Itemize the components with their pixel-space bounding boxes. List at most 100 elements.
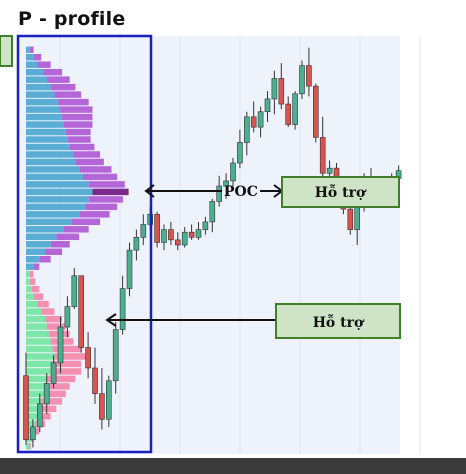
profile-buy-bar bbox=[26, 83, 51, 91]
profile-sell-bar bbox=[41, 398, 63, 405]
candle-bull bbox=[181, 231, 188, 246]
profile-buy-bar bbox=[26, 405, 40, 413]
profile-buy-bar bbox=[26, 308, 42, 315]
profile-sell-bar bbox=[39, 405, 57, 413]
profile-sell-bar bbox=[39, 255, 51, 263]
profile-buy-bar bbox=[26, 241, 51, 248]
candle-bull bbox=[126, 249, 133, 289]
support-arrow-head bbox=[105, 313, 117, 327]
candle-bear bbox=[278, 78, 285, 105]
candle-bull bbox=[209, 201, 216, 223]
profile-sell-bar bbox=[71, 218, 101, 226]
candle-bull bbox=[112, 329, 119, 382]
profile-buy-bar bbox=[26, 61, 38, 68]
profile-buy-bar bbox=[26, 278, 30, 285]
candle-bear bbox=[85, 347, 91, 369]
profile-sell-bar bbox=[84, 203, 118, 211]
profile-buy-bar bbox=[26, 330, 49, 338]
profile-buy-bar bbox=[26, 353, 55, 360]
profile-sell-bar bbox=[37, 300, 49, 308]
profile-buy-bar bbox=[26, 203, 85, 211]
profile-buy-bar bbox=[26, 143, 70, 151]
candle-bull bbox=[257, 111, 264, 128]
profile-sell-bar bbox=[50, 83, 76, 91]
profile-buy-bar bbox=[26, 91, 55, 98]
bottom-bar bbox=[0, 458, 466, 474]
candle-bull bbox=[140, 224, 147, 238]
candle-bull bbox=[119, 288, 126, 330]
profile-buy-bar bbox=[26, 233, 57, 241]
profile-buy-bar bbox=[26, 136, 68, 143]
profile-sell-bar bbox=[73, 151, 101, 158]
profile-sell-bar bbox=[79, 166, 112, 173]
profile-sell-bar bbox=[65, 128, 91, 136]
profile-sell-bar bbox=[56, 233, 80, 241]
profile-sell-bar bbox=[79, 211, 110, 218]
candle-bull bbox=[244, 116, 250, 143]
candle-bear bbox=[347, 208, 354, 230]
profile-sell-bar bbox=[46, 323, 66, 330]
profile-buy-bar bbox=[26, 285, 32, 293]
profile-sell-bar bbox=[43, 390, 66, 398]
profile-buy-bar bbox=[26, 173, 83, 181]
cropped-label-box bbox=[0, 35, 13, 67]
profile-buy-bar bbox=[26, 255, 40, 263]
profile-sell-bar bbox=[28, 443, 31, 450]
profile-buy-bar bbox=[26, 46, 30, 53]
profile-sell-bar bbox=[31, 285, 40, 293]
candle-bear bbox=[154, 213, 160, 243]
profile-buy-bar bbox=[26, 113, 63, 121]
candle-bull bbox=[64, 306, 71, 328]
profile-sell-bar bbox=[88, 196, 123, 203]
candle-bull bbox=[216, 185, 222, 202]
profile-sell-bar bbox=[37, 61, 51, 68]
profile-sell-bar bbox=[29, 278, 36, 285]
candle-bear bbox=[23, 375, 29, 441]
profile-buy-bar bbox=[26, 315, 45, 323]
profile-sell-bar bbox=[46, 375, 76, 383]
profile-sell-bar bbox=[64, 226, 89, 233]
profile-buy-bar bbox=[26, 211, 80, 218]
profile-buy-bar bbox=[26, 181, 89, 188]
candle-bull bbox=[271, 78, 278, 100]
candle-bull bbox=[50, 362, 57, 384]
candle-bull bbox=[237, 142, 243, 164]
profile-buy-bar bbox=[26, 166, 80, 173]
profile-sell-bar bbox=[67, 136, 91, 143]
profile-sell-bar bbox=[83, 173, 118, 181]
profile-sell-bar bbox=[45, 315, 63, 323]
profile-sell-bar bbox=[41, 308, 55, 315]
candle-bull bbox=[71, 275, 78, 307]
candle-bear bbox=[92, 367, 98, 394]
candle-bear bbox=[285, 103, 292, 125]
profile-buy-bar bbox=[26, 106, 61, 113]
candle-bear bbox=[312, 85, 319, 138]
candle-bull bbox=[106, 380, 112, 420]
candle-bull bbox=[36, 403, 43, 428]
profile-buy-bar bbox=[26, 98, 59, 106]
support-label-lower: Hỗ trợ bbox=[313, 313, 365, 331]
profile-sell-bar bbox=[46, 76, 70, 83]
candle-bull bbox=[202, 221, 209, 230]
chart-title: P - profile bbox=[18, 8, 126, 30]
profile-buy-bar bbox=[26, 443, 29, 450]
profile-sell-bar bbox=[88, 181, 125, 188]
profile-sell-bar bbox=[62, 113, 93, 121]
profile-buy-bar bbox=[26, 360, 53, 368]
profile-sell-bar bbox=[52, 360, 82, 368]
profile-buy-bar bbox=[26, 188, 93, 196]
profile-sell-bar bbox=[33, 293, 44, 300]
profile-buy-bar bbox=[26, 375, 47, 383]
profile-sell-bar bbox=[58, 98, 89, 106]
candle-bear bbox=[306, 65, 312, 87]
profile-buy-bar bbox=[26, 368, 51, 375]
profile-buy-bar bbox=[26, 300, 38, 308]
profile-sell-bar bbox=[37, 413, 51, 420]
candle-bull bbox=[195, 229, 202, 238]
profile-sell-bar bbox=[43, 68, 63, 76]
profile-buy-bar bbox=[26, 270, 30, 278]
profile-sell-bar bbox=[29, 46, 34, 53]
candle-bear bbox=[168, 229, 174, 241]
profile-buy-bar bbox=[26, 398, 42, 405]
profile-buy-bar bbox=[26, 420, 36, 428]
